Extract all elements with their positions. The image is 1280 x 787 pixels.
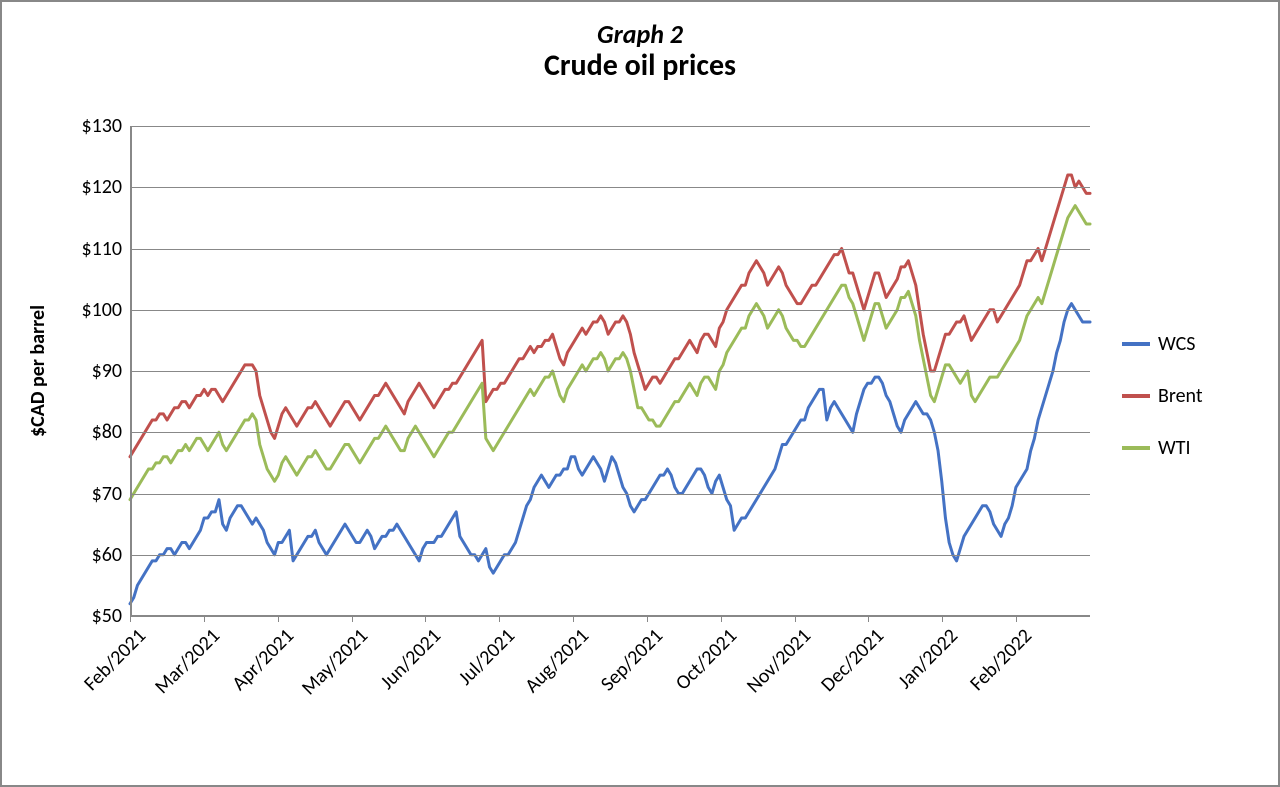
x-tick-label: Jun/2021	[376, 624, 446, 694]
chart-supertitle: Graph 2	[2, 20, 1278, 49]
x-tick	[425, 616, 426, 622]
x-tick-label: Aug/2021	[520, 624, 594, 698]
y-tick-label: $60	[92, 543, 122, 567]
gridline	[130, 371, 1090, 372]
legend-item-wti: WTI	[1122, 436, 1203, 460]
x-tick-label: Sep/2021	[596, 624, 668, 696]
plot-area: $50$60$70$80$90$100$110$120$130Feb/2021M…	[130, 126, 1090, 616]
x-tick	[278, 616, 279, 622]
x-tick	[1016, 616, 1017, 622]
x-tick-label: Oct/2021	[671, 624, 742, 695]
y-tick-label: $50	[92, 604, 122, 628]
x-tick	[647, 616, 648, 622]
x-tick-label: Nov/2021	[742, 624, 816, 698]
gridline	[130, 126, 1090, 127]
gridline	[130, 555, 1090, 556]
gridline	[130, 310, 1090, 311]
x-tick	[204, 616, 205, 622]
series-line-brent	[130, 175, 1090, 457]
x-tick	[868, 616, 869, 622]
x-tick-label: Dec/2021	[817, 624, 890, 697]
legend-swatch	[1122, 446, 1150, 450]
x-tick-label: Jan/2022	[893, 624, 963, 694]
x-tick-label: May/2021	[296, 624, 372, 700]
series-line-wcs	[130, 304, 1090, 604]
legend-item-wcs: WCS	[1122, 332, 1203, 356]
legend-label: WTI	[1158, 436, 1191, 460]
series-line-wti	[130, 206, 1090, 500]
y-axis-title: $CAD per barrel	[26, 305, 50, 437]
chart-titles: Graph 2 Crude oil prices	[2, 20, 1278, 82]
y-tick-label: $70	[92, 482, 122, 506]
x-tick	[573, 616, 574, 622]
y-tick-label: $110	[81, 237, 122, 261]
legend-label: WCS	[1158, 332, 1195, 356]
x-tick-label: Feb/2021	[79, 624, 151, 696]
y-tick-label: $130	[81, 114, 122, 138]
y-tick-label: $80	[92, 420, 122, 444]
x-tick	[795, 616, 796, 622]
x-tick	[942, 616, 943, 622]
gridline	[130, 432, 1090, 433]
x-tick-label: Feb/2022	[965, 624, 1037, 696]
x-tick	[721, 616, 722, 622]
gridline	[130, 494, 1090, 495]
legend: WCS Brent WTI	[1122, 332, 1203, 460]
x-tick-label: Jul/2021	[454, 624, 520, 690]
x-tick	[130, 616, 131, 622]
y-tick-label: $90	[92, 359, 122, 383]
legend-label: Brent	[1158, 384, 1203, 408]
chart-title: Crude oil prices	[2, 49, 1278, 82]
gridline	[130, 616, 1090, 617]
gridline	[130, 187, 1090, 188]
legend-swatch	[1122, 342, 1150, 346]
legend-item-brent: Brent	[1122, 384, 1203, 408]
chart-container: Graph 2 Crude oil prices $CAD per barrel…	[0, 0, 1280, 787]
x-tick	[499, 616, 500, 622]
x-tick-label: Apr/2021	[227, 624, 299, 696]
x-tick	[352, 616, 353, 622]
gridline	[130, 249, 1090, 250]
y-tick-label: $120	[81, 175, 122, 199]
y-tick-label: $100	[81, 298, 122, 322]
x-tick-label: Mar/2021	[150, 624, 225, 699]
legend-swatch	[1122, 394, 1150, 398]
